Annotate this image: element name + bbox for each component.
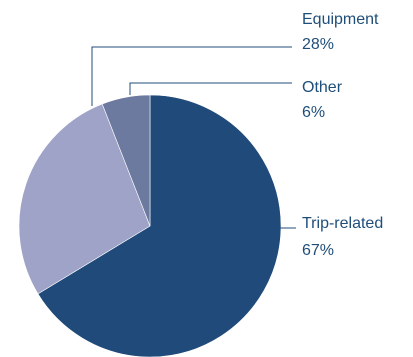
leader-line-equipment [91,46,292,106]
slice-label-other: Other [302,79,343,96]
pie-slice-equipment [18,103,151,295]
slice-value-equipment: 28% [302,36,334,53]
leader-line-other [129,82,292,95]
pie-slices [18,94,282,357]
slice-value-other: 6% [302,104,325,121]
slice-value-trip-related: 67% [302,242,334,259]
pie-slice-other [101,94,151,227]
pie-slice-trip-related [37,94,282,357]
slice-label-trip-related: Trip-related [302,215,383,232]
slice-labels: Trip-related 67% Equipment 28% Other 6% [302,11,383,259]
slice-label-equipment: Equipment [302,11,379,28]
leader-lines [91,46,296,229]
